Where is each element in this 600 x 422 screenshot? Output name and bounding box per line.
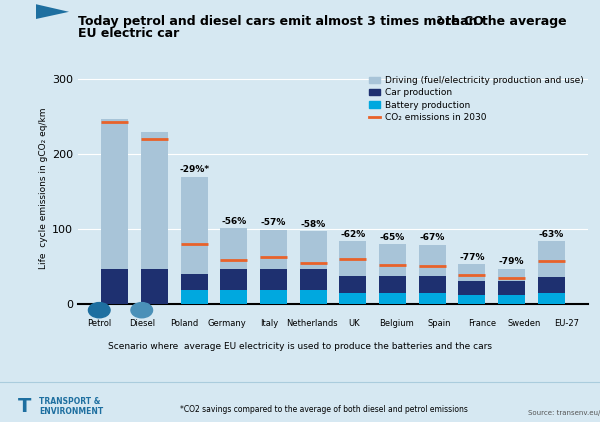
Bar	[458, 264, 485, 281]
Bar	[260, 290, 287, 304]
Bar	[498, 281, 525, 295]
Text: France: France	[467, 319, 496, 327]
Bar	[538, 277, 565, 293]
Text: -29%*: -29%*	[179, 165, 209, 174]
Text: 2: 2	[437, 16, 443, 25]
Bar	[538, 293, 565, 304]
Bar	[220, 290, 247, 304]
Text: Sweden: Sweden	[508, 319, 541, 327]
Bar	[220, 269, 247, 290]
Bar	[379, 276, 406, 292]
Bar	[419, 245, 446, 276]
Bar	[340, 292, 367, 304]
Bar	[340, 241, 367, 276]
Text: -79%: -79%	[499, 257, 524, 266]
Text: UK: UK	[349, 319, 360, 327]
Text: -56%: -56%	[221, 217, 247, 226]
Bar	[299, 290, 326, 304]
Bar	[181, 290, 208, 304]
Text: EU-27: EU-27	[554, 319, 579, 327]
Text: T: T	[18, 397, 31, 416]
Text: Scenario where  average EU electricity is used to produce the batteries and the : Scenario where average EU electricity is…	[108, 342, 492, 351]
Bar	[419, 292, 446, 304]
Text: -67%: -67%	[419, 233, 445, 243]
Text: Belgium: Belgium	[379, 319, 414, 327]
Text: -58%: -58%	[301, 220, 326, 229]
Bar	[379, 292, 406, 304]
Bar	[498, 269, 525, 281]
Text: Today petrol and diesel cars emit almost 3 times more CO: Today petrol and diesel cars emit almost…	[78, 15, 484, 28]
Bar	[101, 119, 128, 269]
Bar	[458, 281, 485, 295]
Text: -62%: -62%	[340, 230, 365, 239]
Bar	[141, 132, 168, 269]
Text: *CO2 savings compared to the average of both diesel and petrol emissions: *CO2 savings compared to the average of …	[180, 405, 468, 414]
Text: Spain: Spain	[427, 319, 451, 327]
Y-axis label: Life  cycle emissions in gCO₂ eq/km: Life cycle emissions in gCO₂ eq/km	[39, 107, 48, 268]
Text: than the average: than the average	[441, 15, 566, 28]
Text: Petrol: Petrol	[87, 319, 112, 327]
Bar	[458, 295, 485, 304]
Text: -77%: -77%	[459, 253, 485, 262]
Legend: Driving (fuel/electricity production and use), Car production, Battery productio: Driving (fuel/electricity production and…	[370, 76, 583, 122]
Text: -57%: -57%	[261, 219, 286, 227]
Bar	[181, 176, 208, 274]
Bar	[181, 274, 208, 290]
Bar	[220, 228, 247, 269]
Bar	[260, 230, 287, 269]
Text: TRANSPORT &
ENVIRONMENT: TRANSPORT & ENVIRONMENT	[39, 397, 103, 416]
Bar	[498, 295, 525, 304]
Bar	[340, 276, 367, 292]
Text: Germany: Germany	[208, 319, 246, 327]
Text: EU electric car: EU electric car	[78, 27, 179, 41]
Bar	[419, 276, 446, 292]
Bar	[299, 231, 326, 269]
Text: Diesel: Diesel	[128, 319, 155, 327]
Bar	[379, 244, 406, 276]
Text: Poland: Poland	[170, 319, 199, 327]
Bar	[299, 269, 326, 290]
Text: -65%: -65%	[380, 233, 405, 242]
Bar	[101, 269, 128, 304]
Text: Italy: Italy	[260, 319, 278, 327]
Text: Netherlands: Netherlands	[286, 319, 338, 327]
Text: Source: transenv.eu/lca: Source: transenv.eu/lca	[528, 410, 600, 416]
Text: -63%: -63%	[539, 230, 564, 239]
Bar	[260, 269, 287, 290]
Bar	[538, 241, 565, 277]
Bar	[141, 269, 168, 304]
